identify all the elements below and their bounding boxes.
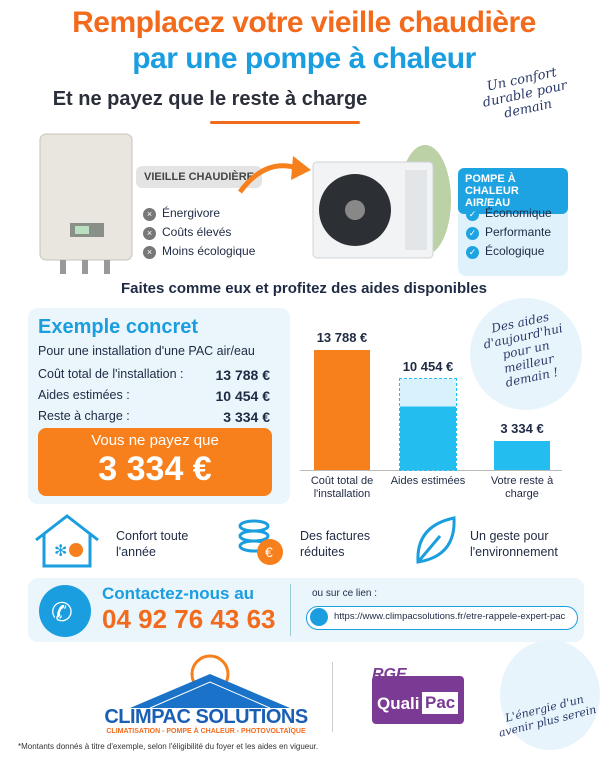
bar	[399, 378, 457, 471]
svg-text:✻: ✻	[54, 543, 67, 560]
brand-name: CLIMPAC SOLUTIONS	[104, 706, 308, 728]
row-value: 3 334 €	[223, 409, 270, 425]
bar-chart: 13 788 € Coût total de l'installation 10 4…	[300, 320, 570, 500]
row-value: 13 788 €	[215, 367, 271, 383]
item-icon: ✓	[466, 208, 479, 221]
arrow	[237, 156, 311, 194]
leaf-icon	[416, 516, 456, 564]
quali: Quali	[377, 694, 420, 713]
link-label: ou sur ce lien :	[312, 588, 378, 599]
category-label: Aides estimées	[390, 475, 466, 487]
contact-label: Contactez-nous au	[102, 584, 255, 603]
decor	[500, 640, 600, 750]
title-line: Remplacez votre vieille chaudière	[72, 6, 536, 39]
bar	[494, 440, 550, 470]
brand-tagline: CLIMATISATION - POMPE À CHALEUR - PHOTOV…	[106, 728, 306, 735]
link-icon	[310, 608, 328, 626]
boiler-illustration	[39, 133, 133, 274]
item-icon: ×	[143, 208, 156, 221]
item-icon: ✓	[466, 227, 479, 240]
footnote: *Montants donnés à titre d'exemple, selo…	[18, 742, 319, 751]
category-label: Coût total de l'installation	[310, 475, 374, 500]
pac: Pac	[422, 692, 459, 714]
svg-text:✆: ✆	[51, 597, 73, 627]
title-line: par une pompe à chaleur	[132, 42, 476, 75]
item: Énergivore	[162, 206, 221, 220]
callout-value: 3 334 €	[98, 450, 212, 488]
phone-icon[interactable]: ✆	[38, 584, 92, 638]
example-title: Exemple concret	[38, 316, 199, 338]
row-label: Reste à charge :	[38, 409, 130, 423]
house-icon: ✻	[35, 514, 99, 568]
note-circle	[470, 298, 582, 410]
benefit: Un geste pour l'environnement	[470, 529, 558, 559]
item-icon: ×	[143, 246, 156, 259]
item: Performante	[485, 225, 552, 239]
underline	[210, 121, 360, 124]
svg-text:€: €	[265, 544, 273, 560]
divider	[332, 662, 333, 732]
bar	[314, 350, 370, 470]
item-icon: ×	[143, 227, 156, 240]
category-label: Votre reste à charge	[490, 475, 554, 500]
phone[interactable]: 04 92 76 43 63	[102, 604, 276, 634]
baseline	[300, 470, 562, 471]
banner: Faites comme eux et profitez des aides d…	[121, 280, 487, 297]
item-icon: ✓	[466, 246, 479, 259]
row-label: Aides estimées :	[38, 388, 130, 402]
divider	[290, 584, 291, 636]
heat-pump-illustration	[312, 145, 451, 259]
item: Économique	[485, 206, 552, 220]
subtitle: Et ne payez que le reste à charge	[52, 88, 368, 110]
coins-icon: €	[238, 519, 283, 565]
url[interactable]: https://www.climpacsolutions.fr/etre-rap…	[334, 611, 566, 622]
row-label: Coût total de l'installation :	[38, 367, 184, 381]
callout	[38, 428, 272, 496]
new-title: POMPE À CHALEUR AIR/EAU	[458, 168, 568, 214]
old-title: VIEILLE CHAUDIÈRE	[136, 166, 262, 188]
rge: RGE	[372, 666, 407, 683]
value-label: 13 788 €	[316, 330, 368, 345]
benefit: Confort toute l'année	[116, 529, 189, 559]
url-pill[interactable]	[306, 606, 578, 630]
logo-mark	[130, 654, 290, 709]
item: Écologique	[485, 244, 545, 258]
example-intro: Pour une installation d'une PAC air/eau	[38, 344, 255, 358]
value-label: 10 454 €	[402, 359, 454, 375]
item: Coûts élevés	[162, 225, 232, 239]
item: Moins écologique	[162, 244, 256, 258]
callout-label: Vous ne payez que	[91, 432, 219, 449]
benefit: Des factures réduites	[300, 529, 371, 559]
row-value: 10 454 €	[215, 388, 271, 404]
value-label: 3 334 €	[500, 420, 544, 436]
